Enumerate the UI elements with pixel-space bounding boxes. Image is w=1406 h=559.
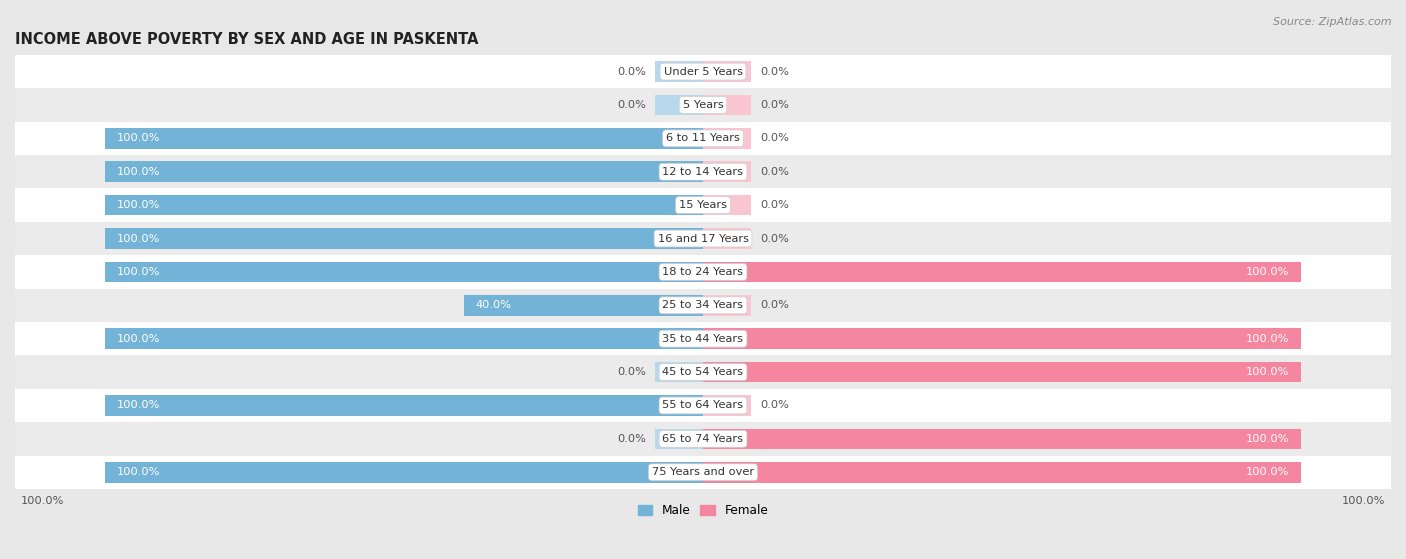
Text: 45 to 54 Years: 45 to 54 Years — [662, 367, 744, 377]
Bar — [655, 429, 703, 449]
Text: 25 to 34 Years: 25 to 34 Years — [662, 300, 744, 310]
Bar — [703, 362, 1302, 382]
Bar — [104, 462, 703, 482]
Text: 75 Years and over: 75 Years and over — [652, 467, 754, 477]
Text: 0.0%: 0.0% — [617, 367, 647, 377]
Text: 55 to 64 Years: 55 to 64 Years — [662, 400, 744, 410]
Text: 0.0%: 0.0% — [617, 67, 647, 77]
Bar — [104, 228, 703, 249]
Text: 100.0%: 100.0% — [1246, 334, 1289, 344]
Text: 100.0%: 100.0% — [1246, 434, 1289, 444]
Text: 65 to 74 Years: 65 to 74 Years — [662, 434, 744, 444]
Bar — [464, 295, 703, 316]
Text: 0.0%: 0.0% — [759, 200, 789, 210]
Text: 0.0%: 0.0% — [759, 134, 789, 143]
Text: 5 Years: 5 Years — [683, 100, 723, 110]
Text: 18 to 24 Years: 18 to 24 Years — [662, 267, 744, 277]
Bar — [703, 328, 1302, 349]
Bar — [703, 262, 1302, 282]
Legend: Male, Female: Male, Female — [633, 499, 773, 522]
Bar — [104, 128, 703, 149]
Text: 40.0%: 40.0% — [475, 300, 512, 310]
Text: 100.0%: 100.0% — [1246, 367, 1289, 377]
Bar — [655, 61, 703, 82]
Text: 16 and 17 Years: 16 and 17 Years — [658, 234, 748, 244]
Text: Under 5 Years: Under 5 Years — [664, 67, 742, 77]
Bar — [104, 395, 703, 416]
Text: 100.0%: 100.0% — [117, 134, 160, 143]
Bar — [15, 188, 1391, 222]
Text: 0.0%: 0.0% — [617, 434, 647, 444]
Bar — [703, 162, 751, 182]
Bar — [655, 362, 703, 382]
Text: 12 to 14 Years: 12 to 14 Years — [662, 167, 744, 177]
Bar — [703, 94, 751, 115]
Bar — [15, 255, 1391, 288]
Text: 0.0%: 0.0% — [759, 167, 789, 177]
Bar — [703, 462, 1302, 482]
Text: 0.0%: 0.0% — [759, 67, 789, 77]
Text: 100.0%: 100.0% — [117, 267, 160, 277]
Text: 100.0%: 100.0% — [1246, 267, 1289, 277]
Bar — [104, 262, 703, 282]
Text: 100.0%: 100.0% — [117, 200, 160, 210]
Text: 100.0%: 100.0% — [1341, 496, 1385, 506]
Text: INCOME ABOVE POVERTY BY SEX AND AGE IN PASKENTA: INCOME ABOVE POVERTY BY SEX AND AGE IN P… — [15, 32, 478, 47]
Text: 0.0%: 0.0% — [759, 100, 789, 110]
Text: Source: ZipAtlas.com: Source: ZipAtlas.com — [1274, 17, 1392, 27]
Bar — [15, 389, 1391, 422]
Bar — [15, 155, 1391, 188]
Text: 6 to 11 Years: 6 to 11 Years — [666, 134, 740, 143]
Bar — [15, 356, 1391, 389]
Bar — [703, 429, 1302, 449]
Bar — [15, 288, 1391, 322]
Text: 100.0%: 100.0% — [117, 400, 160, 410]
Text: 100.0%: 100.0% — [21, 496, 65, 506]
Text: 100.0%: 100.0% — [117, 234, 160, 244]
Bar — [15, 122, 1391, 155]
Bar — [15, 88, 1391, 122]
Bar — [703, 61, 751, 82]
Text: 100.0%: 100.0% — [1246, 467, 1289, 477]
Text: 100.0%: 100.0% — [117, 467, 160, 477]
Bar — [104, 162, 703, 182]
Bar — [15, 456, 1391, 489]
Text: 0.0%: 0.0% — [759, 400, 789, 410]
Text: 0.0%: 0.0% — [617, 100, 647, 110]
Text: 15 Years: 15 Years — [679, 200, 727, 210]
Bar — [703, 395, 751, 416]
Text: 100.0%: 100.0% — [117, 167, 160, 177]
Text: 100.0%: 100.0% — [117, 334, 160, 344]
Bar — [104, 195, 703, 215]
Text: 0.0%: 0.0% — [759, 300, 789, 310]
Bar — [15, 222, 1391, 255]
Bar — [15, 55, 1391, 88]
Text: 35 to 44 Years: 35 to 44 Years — [662, 334, 744, 344]
Bar — [703, 195, 751, 215]
Bar — [703, 228, 751, 249]
Bar — [104, 328, 703, 349]
Bar — [655, 94, 703, 115]
Bar — [703, 128, 751, 149]
Bar — [15, 422, 1391, 456]
Bar — [15, 322, 1391, 356]
Bar — [703, 295, 751, 316]
Text: 0.0%: 0.0% — [759, 234, 789, 244]
